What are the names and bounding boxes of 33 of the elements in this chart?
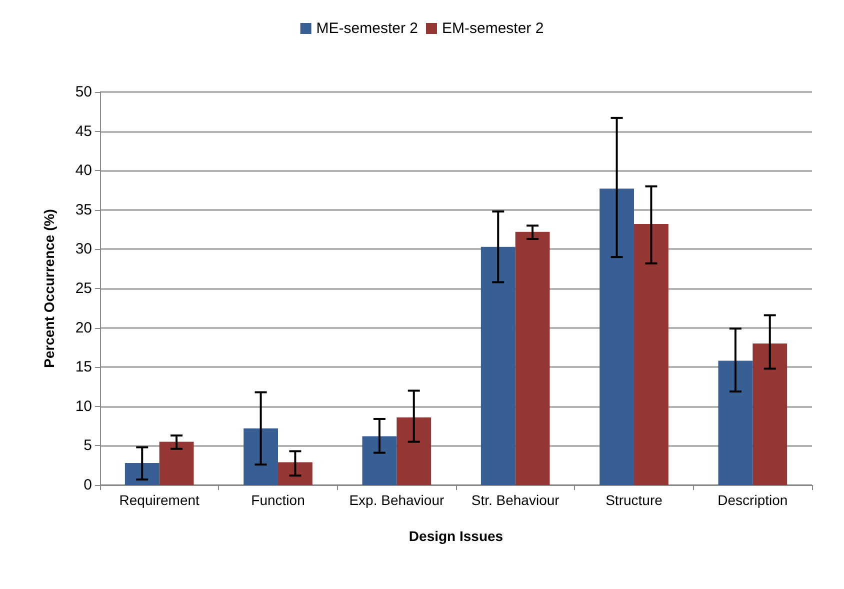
bar — [600, 188, 634, 485]
y-tick-label: 20 — [75, 319, 92, 336]
bar — [752, 344, 788, 485]
y-tick-label: 5 — [84, 437, 92, 454]
y-tick-label: 35 — [75, 201, 92, 218]
bar — [515, 232, 550, 485]
bar — [480, 246, 516, 485]
y-tick-label: 10 — [75, 398, 92, 415]
bar — [718, 360, 753, 485]
x-tick-label: Str. Behaviour — [471, 492, 560, 508]
legend-label: ME-semester 2 — [316, 20, 418, 37]
y-tick-label: 0 — [84, 476, 92, 494]
y-tick-label: 15 — [75, 358, 92, 376]
y-tick-label: 45 — [75, 122, 92, 140]
x-tick-label: Description — [718, 492, 788, 508]
x-tick-label: Function — [251, 492, 305, 508]
x-tick-label: Requirement — [119, 492, 200, 508]
y-tick-label: 30 — [75, 240, 92, 258]
bar — [244, 428, 278, 485]
y-tick-label: 40 — [75, 162, 92, 180]
x-tick-label: Exp. Behaviour — [349, 492, 444, 508]
bar — [124, 462, 160, 485]
legend-label: EM-semester 2 — [442, 20, 544, 37]
bar — [396, 417, 432, 485]
bar — [159, 442, 194, 485]
bar — [362, 436, 397, 485]
x-axis-title: Design Issues — [408, 528, 504, 544]
x-tick-label: Structure — [606, 492, 663, 508]
y-tick-label: 25 — [75, 280, 92, 297]
bar — [634, 224, 668, 485]
y-tick-label: 50 — [75, 84, 92, 100]
bar — [278, 462, 312, 485]
y-axis-title: Percent Occurrence (%) — [41, 209, 57, 368]
